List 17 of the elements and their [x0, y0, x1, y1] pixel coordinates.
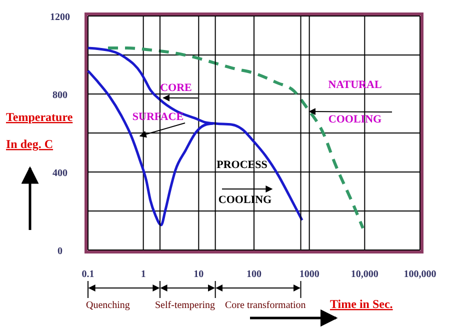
- x-axis-title: Time in Sec.: [330, 297, 393, 311]
- annotation: CORE: [160, 82, 192, 94]
- x-tick-label: 10: [194, 269, 204, 280]
- y-tick-label: 1200: [50, 12, 70, 23]
- x-tick-label: 100: [246, 269, 262, 280]
- y-tick-label: 800: [52, 90, 68, 101]
- text: Quenching: [86, 300, 130, 311]
- y-tick-label: 400: [52, 168, 68, 179]
- text: Self-tempering: [155, 300, 215, 311]
- x-tick-label: 1000: [299, 269, 320, 280]
- y-tick-label: 0: [58, 246, 62, 257]
- x-tick-label: 1: [140, 269, 146, 280]
- x-tick-label: 10,000: [350, 269, 378, 280]
- x-tick-label: 100,000: [404, 269, 436, 280]
- y-axis-title: Temperature In deg. C: [6, 110, 74, 151]
- text: Core transformation: [225, 300, 306, 311]
- x-tick-label: 0.1: [82, 269, 94, 280]
